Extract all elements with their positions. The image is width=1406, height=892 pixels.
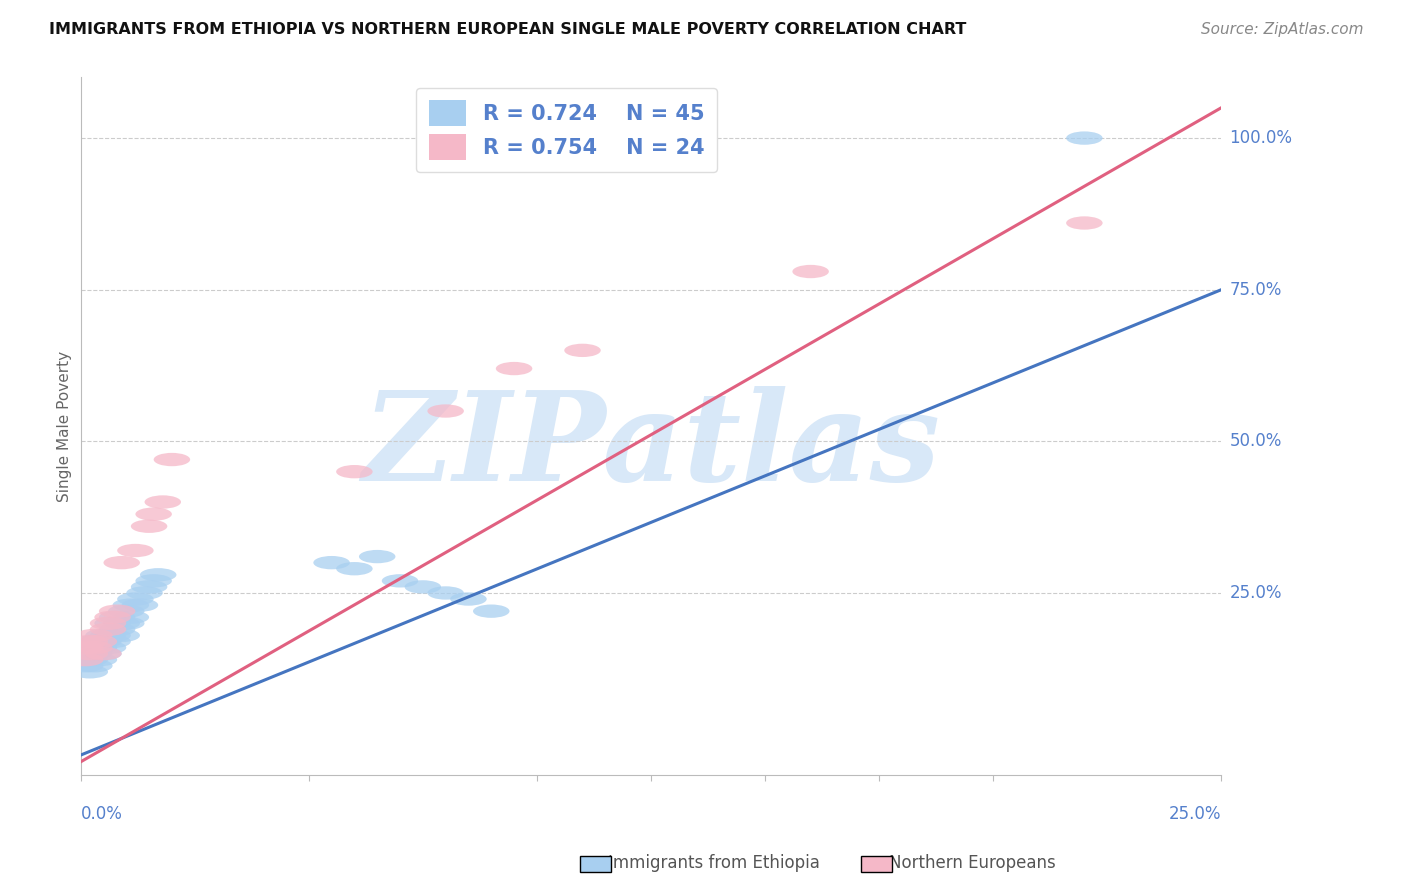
Ellipse shape (135, 574, 172, 588)
Text: 25.0%: 25.0% (1168, 805, 1222, 823)
Ellipse shape (72, 653, 108, 666)
Ellipse shape (90, 616, 127, 630)
Text: 0.0%: 0.0% (80, 805, 122, 823)
Ellipse shape (112, 610, 149, 624)
Ellipse shape (496, 362, 533, 376)
Ellipse shape (427, 404, 464, 417)
Ellipse shape (72, 647, 108, 660)
Ellipse shape (122, 599, 159, 612)
Text: 75.0%: 75.0% (1230, 281, 1282, 299)
Ellipse shape (472, 605, 509, 618)
Ellipse shape (127, 586, 163, 599)
Ellipse shape (112, 599, 149, 612)
Ellipse shape (108, 616, 145, 630)
Ellipse shape (108, 605, 145, 618)
Ellipse shape (67, 659, 104, 673)
Ellipse shape (80, 635, 117, 648)
Ellipse shape (76, 647, 112, 660)
Ellipse shape (80, 635, 117, 648)
Ellipse shape (72, 635, 108, 648)
Ellipse shape (359, 549, 395, 563)
Ellipse shape (314, 556, 350, 569)
Ellipse shape (94, 616, 131, 630)
Ellipse shape (67, 640, 104, 654)
Text: ZIPatlas: ZIPatlas (361, 386, 941, 508)
Ellipse shape (131, 519, 167, 533)
Ellipse shape (564, 343, 600, 357)
Ellipse shape (104, 616, 141, 630)
Ellipse shape (76, 629, 112, 642)
Ellipse shape (86, 635, 122, 648)
Text: Immigrants from Ethiopia: Immigrants from Ethiopia (607, 855, 820, 872)
Ellipse shape (90, 629, 127, 642)
Ellipse shape (131, 580, 167, 593)
Y-axis label: Single Male Poverty: Single Male Poverty (58, 351, 72, 501)
Ellipse shape (135, 508, 172, 521)
Ellipse shape (72, 647, 108, 660)
Ellipse shape (94, 610, 131, 624)
Text: 25.0%: 25.0% (1230, 584, 1282, 602)
Ellipse shape (104, 556, 141, 569)
Ellipse shape (86, 647, 122, 660)
Ellipse shape (76, 659, 112, 673)
Ellipse shape (90, 640, 127, 654)
Ellipse shape (141, 568, 177, 582)
Ellipse shape (793, 265, 830, 278)
Ellipse shape (1066, 131, 1102, 145)
Ellipse shape (72, 640, 108, 654)
Ellipse shape (67, 653, 104, 666)
Legend: R = 0.724    N = 45, R = 0.754    N = 24: R = 0.724 N = 45, R = 0.754 N = 24 (416, 87, 717, 172)
Ellipse shape (98, 610, 135, 624)
Text: Source: ZipAtlas.com: Source: ZipAtlas.com (1201, 22, 1364, 37)
Ellipse shape (450, 592, 486, 606)
Ellipse shape (80, 653, 117, 666)
Ellipse shape (1066, 217, 1102, 229)
Ellipse shape (117, 544, 153, 558)
Ellipse shape (76, 635, 112, 648)
Ellipse shape (145, 495, 181, 508)
Text: IMMIGRANTS FROM ETHIOPIA VS NORTHERN EUROPEAN SINGLE MALE POVERTY CORRELATION CH: IMMIGRANTS FROM ETHIOPIA VS NORTHERN EUR… (49, 22, 966, 37)
Ellipse shape (67, 653, 104, 666)
Ellipse shape (98, 623, 135, 636)
Ellipse shape (382, 574, 418, 588)
Ellipse shape (94, 629, 131, 642)
Ellipse shape (336, 465, 373, 478)
Ellipse shape (80, 640, 117, 654)
Text: 100.0%: 100.0% (1230, 129, 1292, 147)
Ellipse shape (104, 629, 141, 642)
Ellipse shape (76, 640, 112, 654)
Ellipse shape (98, 605, 135, 618)
Ellipse shape (86, 629, 122, 642)
Ellipse shape (405, 580, 441, 593)
Ellipse shape (72, 665, 108, 679)
Ellipse shape (94, 635, 131, 648)
Ellipse shape (90, 623, 127, 636)
Ellipse shape (76, 640, 112, 654)
Ellipse shape (86, 647, 122, 660)
Ellipse shape (153, 453, 190, 467)
Ellipse shape (117, 592, 153, 606)
Ellipse shape (336, 562, 373, 575)
Ellipse shape (67, 647, 104, 660)
Ellipse shape (427, 586, 464, 599)
Text: Northern Europeans: Northern Europeans (889, 855, 1056, 872)
Text: 50.0%: 50.0% (1230, 433, 1282, 450)
